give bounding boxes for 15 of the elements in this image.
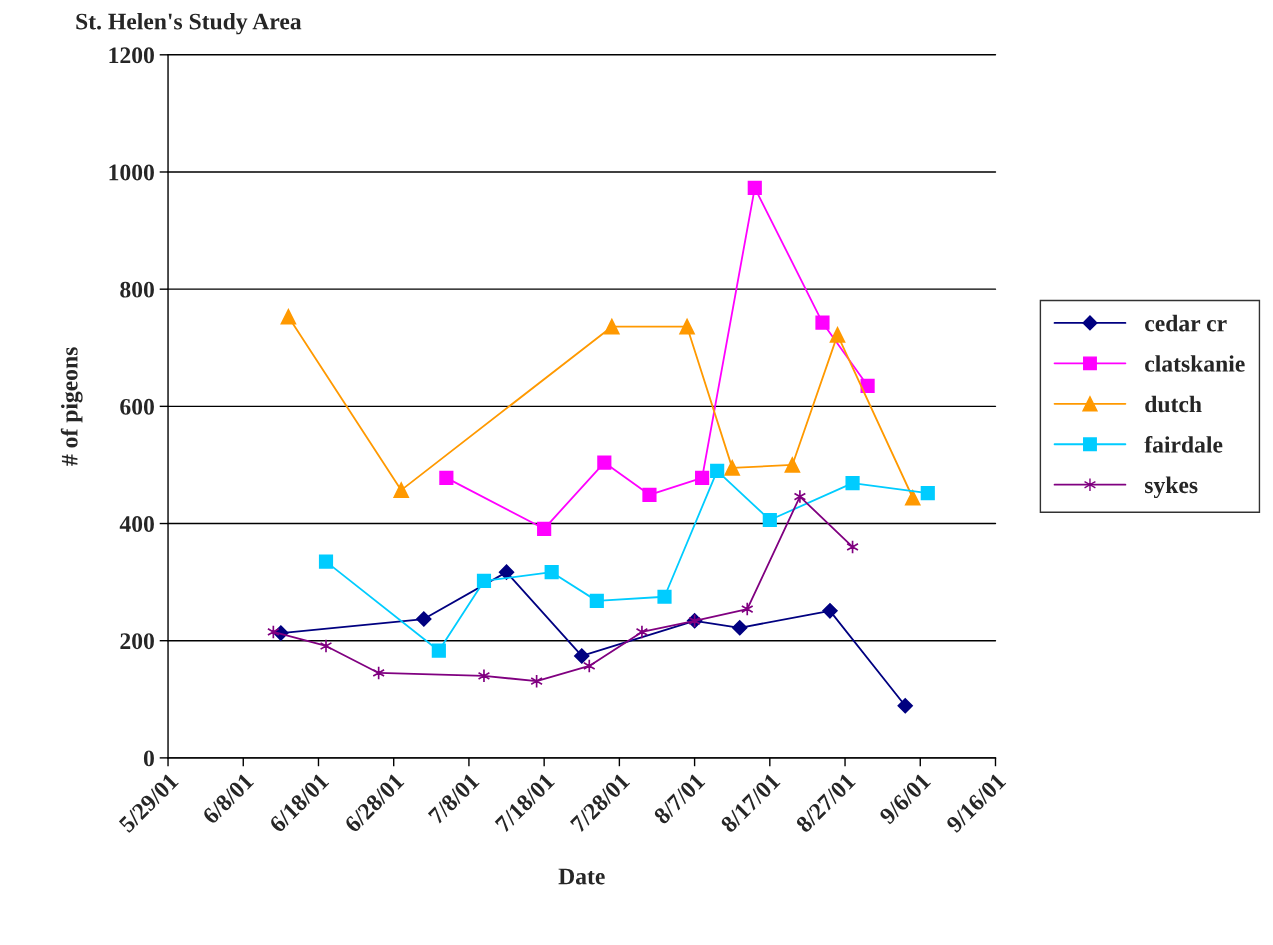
legend-label: cedar cr [1145, 314, 1227, 332]
y-tick-label: 600 [120, 398, 154, 415]
y-tick-label: 1200 [109, 47, 154, 64]
legend-label: clatskanie [1145, 355, 1245, 372]
x-axis-title: Date [558, 868, 605, 885]
y-axis-title: # of pigeons [60, 347, 83, 466]
chart-title: St. Helen's Study Area [76, 12, 302, 35]
y-tick-label: 1000 [109, 164, 154, 181]
y-tick-label: 0 [143, 750, 154, 767]
legend-label: sykes [1144, 476, 1198, 499]
legend-label: fairdale [1144, 435, 1223, 453]
y-tick-label: 200 [120, 633, 154, 650]
y-tick-label: 400 [119, 516, 154, 532]
legend-label: dutch [1145, 395, 1202, 413]
y-tick-label: 800 [120, 281, 154, 298]
